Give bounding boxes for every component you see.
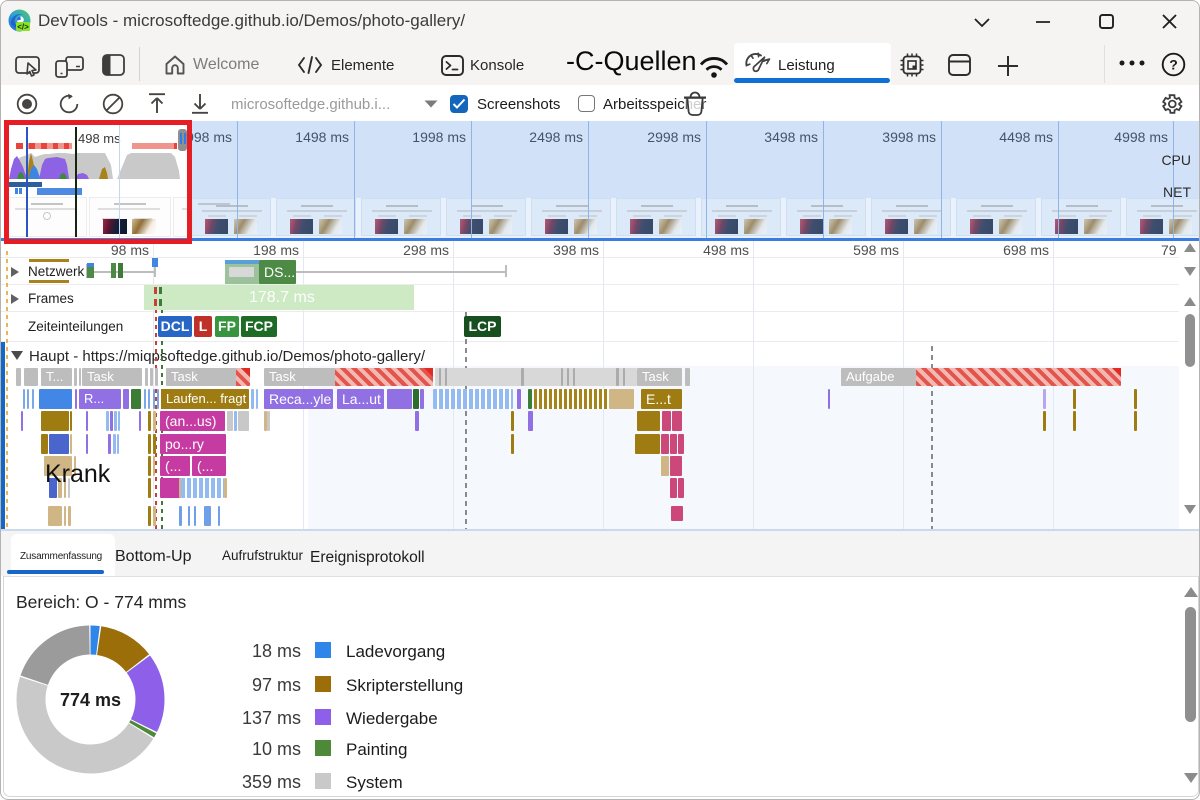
svg-text:</>: </>	[17, 23, 29, 32]
svg-text:?: ?	[1169, 57, 1178, 73]
